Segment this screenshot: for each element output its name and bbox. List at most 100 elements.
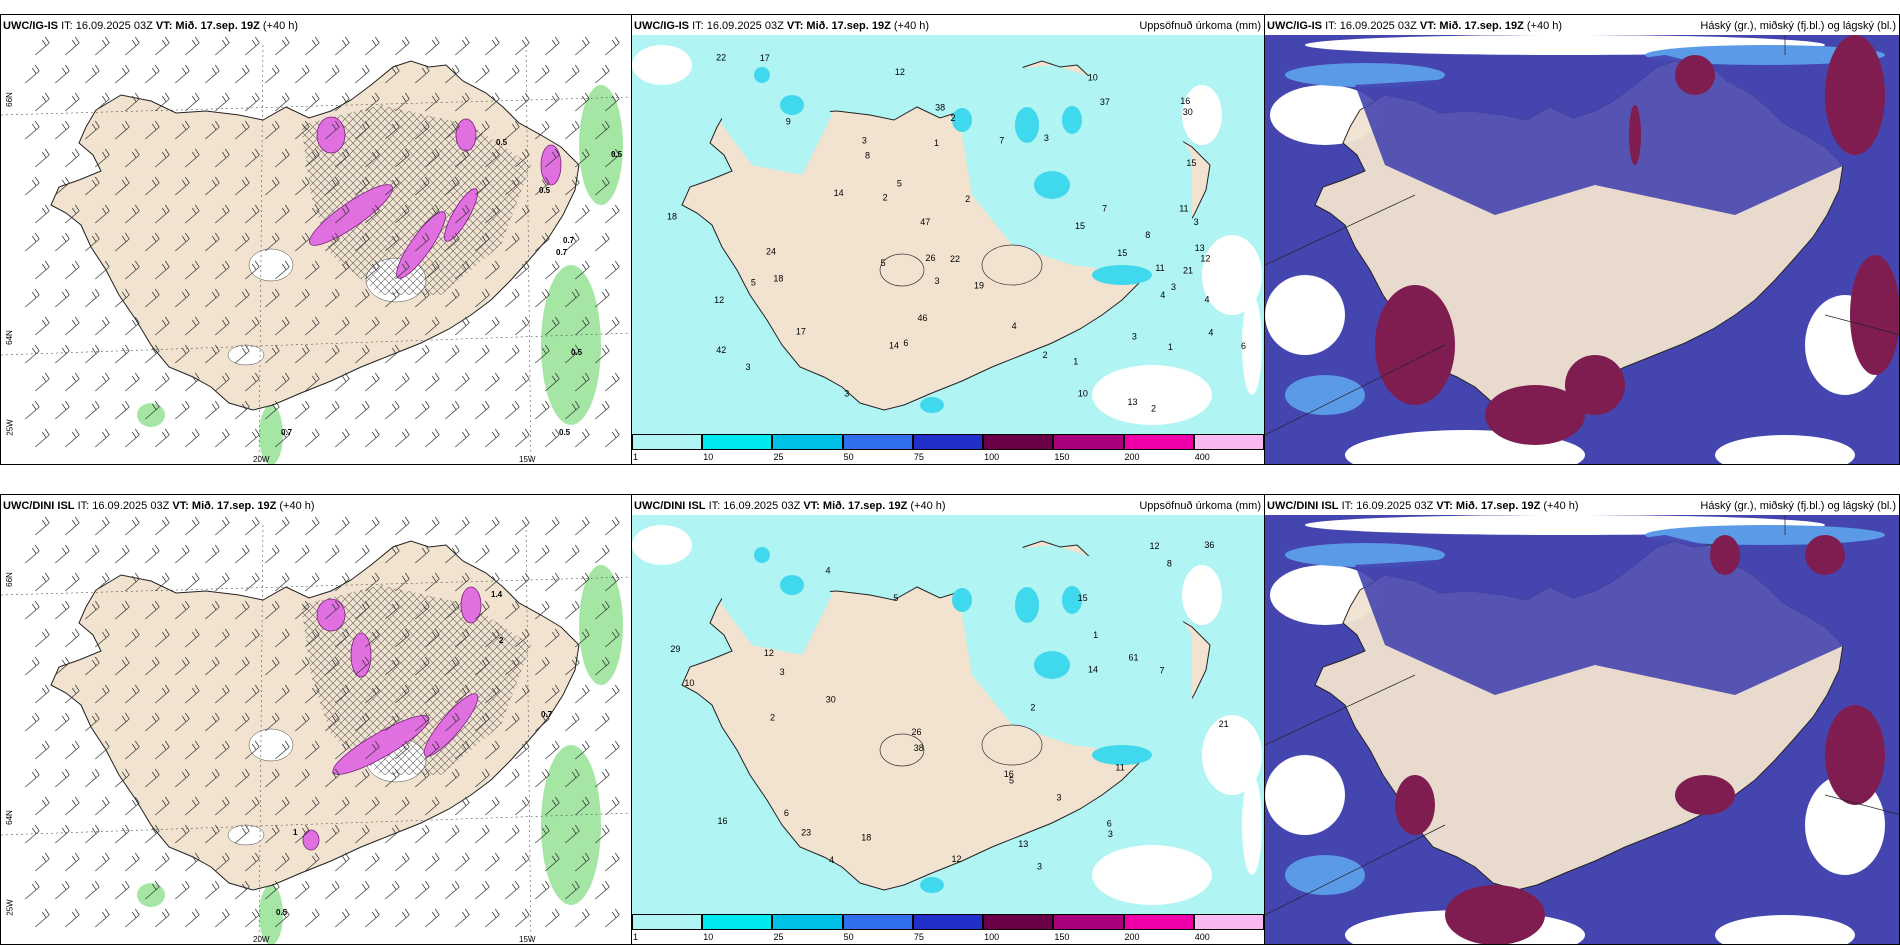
precip-amount: 3 (746, 362, 751, 372)
precip-amount: 19 (974, 281, 984, 291)
colorbar-tick-label: 400 (1194, 932, 1210, 942)
panel-ig-is-precip: UWC/IG-IS IT: 16.09.2025 03Z VT: Mið. 17… (631, 14, 1265, 465)
precip-amount: 17 (796, 327, 806, 337)
lat-label-66n: 66N (4, 92, 14, 107)
precip-amount: 3 (1171, 282, 1176, 292)
colorbar-tick-label: 50 (843, 932, 854, 942)
precip-amount: 5 (881, 258, 886, 268)
precip-amount: 5 (1009, 775, 1014, 785)
precip-amount: 4 (826, 566, 831, 576)
precip-amount: 5 (897, 178, 902, 188)
wind-barbs (25, 516, 620, 928)
colorbar-segment: 1 (632, 434, 703, 462)
colorbar-segment: 10 (702, 434, 773, 462)
precip-over-land (722, 545, 1192, 893)
lat-label-64n: 64N (4, 810, 14, 825)
precip-amount: 3 (862, 135, 867, 145)
lon-label-15w: 15W (519, 935, 536, 944)
precip-value-label: 0.5 (611, 150, 623, 159)
precip-amount: 38 (935, 103, 945, 113)
panel-dini-precip: UWC/DINI ISL IT: 16.09.2025 03Z VT: Mið.… (631, 494, 1265, 945)
precip-amount: 18 (773, 274, 783, 284)
precip-amount: 7 (1102, 204, 1107, 214)
precip-map: 2354219242210326464217152113434718371912… (632, 35, 1264, 435)
precip-amount: 10 (1088, 72, 1098, 82)
precip-amount: 37 (1100, 97, 1110, 107)
colorbar-tick-label: 200 (1124, 932, 1140, 942)
precip-amount: 46 (917, 313, 927, 323)
colorbar-tick-label: 25 (773, 452, 784, 462)
high-cloud (1395, 535, 1885, 944)
precip-value-label: 1.4 (491, 590, 503, 599)
precip-amount: 2 (965, 194, 970, 204)
precip-amount: 3 (780, 667, 785, 677)
precip-amount: 3 (1044, 133, 1049, 143)
precip-amount: 29 (670, 644, 680, 654)
precip-value-label: 0.5 (496, 138, 508, 147)
precip-amount: 11 (1179, 204, 1188, 214)
precip-amount: 18 (861, 833, 871, 843)
precip-amount: 14 (889, 341, 899, 351)
precip-amount: 4 (1208, 327, 1213, 337)
precip-amount: 3 (935, 276, 940, 286)
precip-colorbar: 1 10 25 50 75 100 150 200 400 (632, 914, 1264, 942)
precip-amount: 11 (1115, 763, 1124, 773)
colorbar-tick-label: 400 (1194, 452, 1210, 462)
colorbar-tick-label: 50 (843, 452, 854, 462)
lon-label-15w: 15W (519, 455, 536, 464)
precip-amount: 2 (1151, 404, 1156, 414)
panel-title: Uppsöfnuð úrkoma (mm) (1139, 500, 1261, 512)
panel-header: UWC/IG-IS IT: 16.09.2025 03Z VT: Mið. 17… (3, 20, 299, 32)
light-precip-patches (137, 85, 623, 464)
precip-amount: 3 (1194, 217, 1199, 227)
precip-amount: 14 (1088, 664, 1098, 674)
panel-dini-wind: UWC/DINI ISL IT: 16.09.2025 03Z VT: Mið.… (0, 494, 632, 945)
precip-amount: 4 (1160, 290, 1165, 300)
precip-amount: 30 (826, 695, 836, 705)
precip-amount: 2 (1030, 702, 1035, 712)
precip-amount: 12 (1150, 541, 1160, 551)
colorbar-tick-label: 150 (1054, 932, 1070, 942)
panel-ig-is-wind: UWC/IG-IS IT: 16.09.2025 03Z VT: Mið. 17… (0, 14, 632, 465)
precip-amount: 22 (950, 254, 960, 264)
lon-label-25w: 25W (5, 419, 15, 436)
colorbar-tick-label: 10 (703, 452, 714, 462)
colorbar-tick-label: 75 (913, 452, 924, 462)
precip-value-label: 0.5 (276, 908, 288, 917)
precip-value-label: 0.5 (559, 428, 571, 437)
lat-label-66n: 66N (4, 572, 14, 587)
colorbar-segment: 75 (912, 434, 984, 462)
precip-amount: 21 (1183, 266, 1193, 276)
panel-header: UWC/IG-IS IT: 16.09.2025 03Z VT: Mið. 17… (634, 20, 930, 32)
precip-amount: 2 (770, 713, 775, 723)
precip-amount: 16 (718, 816, 728, 826)
precip-amount: 6 (1107, 819, 1112, 829)
colorbar-segment: 150 (1053, 914, 1124, 942)
light-precip-patches (137, 565, 623, 944)
precip-amount: 30 (1183, 107, 1193, 117)
precip-amount: 47 (920, 217, 930, 227)
precip-amount: 8 (1145, 230, 1150, 240)
precip-amount: 2 (883, 192, 888, 202)
colorbar-segment: 10 (702, 914, 773, 942)
colorbar-segment: 75 (912, 914, 984, 942)
colorbar-segment: 400 (1193, 434, 1264, 462)
lon-label-20w: 20W (253, 935, 270, 944)
precip-amount: 4 (1205, 295, 1210, 305)
precip-amount: 5 (751, 277, 756, 287)
precip-amount: 15 (1078, 593, 1088, 603)
precip-amount: 12 (764, 648, 774, 658)
lat-label-64n: 64N (4, 330, 14, 345)
precip-amount: 26 (911, 727, 921, 737)
wind-map: 0.5 0.5 0.7 0.5 0.5 0.7 0.5 0.7 (1, 15, 631, 464)
precip-bands (302, 586, 482, 851)
precip-amount: 3 (844, 389, 849, 399)
precip-amount: 4 (1012, 321, 1017, 331)
precip-amount: 1 (934, 138, 939, 148)
precip-amount: 21 (1219, 719, 1229, 729)
precip-amount: 2 (950, 113, 955, 123)
panel-header: UWC/DINI ISL IT: 16.09.2025 03Z VT: Mið.… (634, 500, 946, 512)
precip-amount: 3 (1057, 793, 1062, 803)
